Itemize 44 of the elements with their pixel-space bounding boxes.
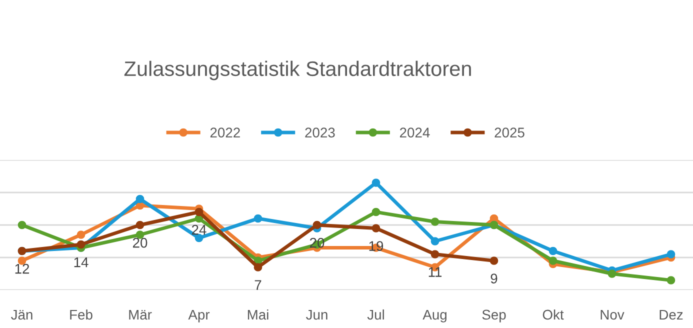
x-tick-label: Jän: [11, 310, 32, 320]
point: [136, 194, 144, 204]
x-tick-label: Aug: [422, 310, 446, 322]
point: [430, 237, 440, 246]
data-label: 7: [254, 280, 262, 290]
point: [666, 276, 676, 284]
point: [372, 178, 380, 187]
point: [372, 224, 380, 232]
data-label: 12: [15, 264, 30, 274]
x-tick-label: Okt: [542, 309, 564, 320]
x-tick-label: Apr: [188, 310, 210, 322]
point: [548, 256, 558, 265]
point: [76, 240, 86, 249]
x-tick-label: Jun: [306, 310, 328, 320]
point: [430, 218, 440, 226]
point: [254, 214, 262, 223]
legend-label: 2022: [210, 128, 240, 138]
point: [312, 220, 322, 230]
point: [136, 220, 144, 230]
x-tick-label: Mär: [129, 310, 152, 320]
point: [490, 256, 498, 265]
data-label: 11: [428, 267, 442, 277]
point: [372, 208, 380, 216]
x-tick-label: Dez: [660, 310, 683, 320]
chart-title: Zulassungsstatistik Standardtraktoren: [124, 60, 471, 80]
x-tick-label: Feb: [70, 309, 92, 320]
legend-label: 2025: [494, 128, 524, 138]
data-label: 20: [132, 238, 148, 248]
data-label: 9: [490, 274, 498, 284]
legend-label: 2023: [305, 128, 335, 138]
point: [18, 220, 26, 230]
data-label: 14: [74, 258, 88, 268]
point: [76, 230, 86, 239]
point: [430, 250, 440, 258]
x-tick-label: Nov: [600, 310, 624, 320]
point: [194, 208, 204, 216]
data-label: 24: [192, 224, 206, 235]
point: [666, 250, 676, 258]
x-tick-label: Jul: [367, 309, 384, 320]
point: [254, 263, 262, 272]
legend-label: 2024: [400, 128, 430, 138]
x-tick-label: Mai: [248, 309, 268, 320]
point: [548, 246, 558, 256]
x-tick-label: Sep: [482, 310, 506, 322]
